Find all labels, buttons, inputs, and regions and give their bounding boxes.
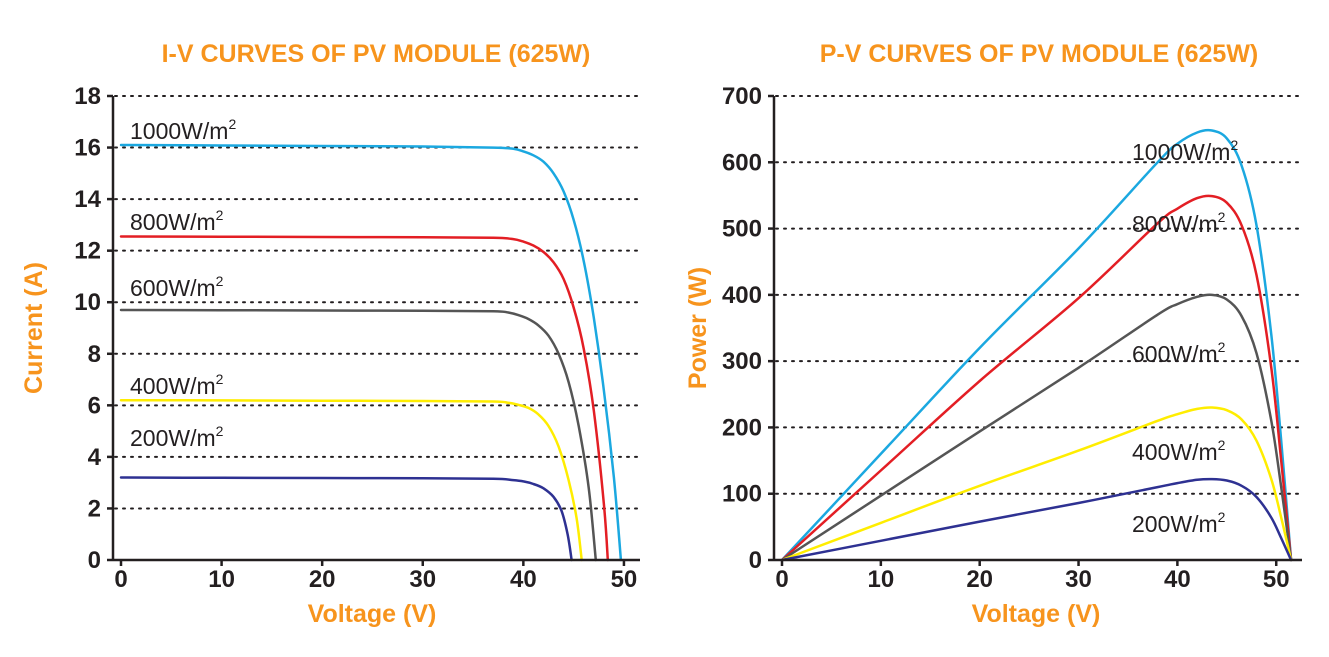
pv-series-label-3: 400W/m2 bbox=[1132, 437, 1226, 465]
iv-series-line-2 bbox=[119, 308, 598, 562]
iv-y-tick-label: 16 bbox=[74, 135, 101, 162]
pv-series-label-0: 1000W/m2 bbox=[1132, 137, 1238, 165]
pv-y-tick-label: 100 bbox=[722, 481, 762, 508]
iv-axes bbox=[111, 96, 640, 562]
iv-curves bbox=[119, 143, 623, 562]
pv-y-tick-label: 300 bbox=[722, 348, 762, 375]
pv-series-label-2: 600W/m2 bbox=[1132, 339, 1226, 367]
iv-y-tick-label: 4 bbox=[88, 444, 102, 471]
iv-y-tick-label: 18 bbox=[74, 83, 101, 110]
pv-y-tick-label: 600 bbox=[722, 149, 762, 176]
iv-y-tick-label: 8 bbox=[88, 341, 101, 368]
iv-series-line-3 bbox=[119, 398, 583, 562]
iv-ticks: 0 2 4 6 8 10 12 14 16 18 0 10 20 30 40 50 bbox=[74, 83, 637, 593]
iv-x-axis-label: Voltage (V) bbox=[308, 600, 437, 628]
iv-series-label-2: 600W/m2 bbox=[130, 273, 224, 301]
pv-x-tick-label: 20 bbox=[966, 566, 993, 593]
iv-series-label-4: 200W/m2 bbox=[130, 423, 224, 451]
pv-x-tick-label: 50 bbox=[1263, 566, 1290, 593]
pv-grid bbox=[775, 95, 1303, 495]
pv-y-tick-label: 200 bbox=[722, 414, 762, 441]
pv-chart: P-V CURVES OF PV MODULE (625W) Power (W)… bbox=[684, 40, 1303, 628]
pv-y-tick-label: 400 bbox=[722, 282, 762, 309]
iv-x-tick-label: 40 bbox=[510, 566, 537, 593]
iv-x-tick-label: 0 bbox=[114, 566, 127, 593]
iv-x-tick-label: 50 bbox=[611, 566, 638, 593]
pv-y-tick-label: 500 bbox=[722, 216, 762, 243]
pv-series-labels: 1000W/m2 800W/m2 600W/m2 400W/m2 200W/m2 bbox=[1132, 137, 1238, 537]
pv-series-label-4: 200W/m2 bbox=[1132, 509, 1226, 537]
iv-y-tick-label: 6 bbox=[88, 392, 101, 419]
iv-x-tick-label: 30 bbox=[409, 566, 436, 593]
iv-x-tick-label: 20 bbox=[309, 566, 336, 593]
iv-x-tick-label: 10 bbox=[208, 566, 235, 593]
iv-y-tick-label: 12 bbox=[74, 238, 101, 265]
iv-series-label-0: 1000W/m2 bbox=[130, 116, 236, 144]
pv-x-tick-label: 40 bbox=[1164, 566, 1191, 593]
pv-series-line-1 bbox=[780, 194, 1293, 562]
iv-series-line-4 bbox=[119, 476, 573, 562]
pv-series-line-3 bbox=[780, 406, 1293, 562]
iv-grid bbox=[114, 95, 641, 510]
pv-y-tick-label: 700 bbox=[722, 83, 762, 110]
iv-y-tick-label: 14 bbox=[74, 186, 101, 213]
iv-series-labels: 1000W/m2 800W/m2 600W/m2 400W/m2 200W/m2 bbox=[130, 116, 236, 451]
pv-x-tick-label: 30 bbox=[1065, 566, 1092, 593]
iv-series-label-1: 800W/m2 bbox=[130, 207, 224, 235]
pv-x-tick-label: 0 bbox=[775, 566, 788, 593]
pv-axes bbox=[772, 96, 1302, 562]
pv-x-axis-label: Voltage (V) bbox=[972, 600, 1101, 628]
pv-series-line-2 bbox=[780, 293, 1293, 562]
pv-series-label-1: 800W/m2 bbox=[1132, 209, 1226, 237]
pv-series-line-4 bbox=[780, 477, 1293, 562]
iv-y-axis-label: Current (A) bbox=[20, 262, 48, 394]
iv-chart-title: I-V CURVES OF PV MODULE (625W) bbox=[162, 40, 591, 68]
iv-chart: I-V CURVES OF PV MODULE (625W) Current (… bbox=[20, 40, 641, 628]
iv-y-tick-label: 10 bbox=[74, 289, 101, 316]
pv-y-axis-label: Power (W) bbox=[684, 267, 712, 389]
pv-chart-title: P-V CURVES OF PV MODULE (625W) bbox=[820, 40, 1259, 68]
pv-series-line-0 bbox=[780, 128, 1293, 562]
iv-y-tick-label: 2 bbox=[88, 495, 101, 522]
iv-series-label-3: 400W/m2 bbox=[130, 371, 224, 399]
iv-series-line-0 bbox=[119, 143, 623, 562]
iv-series-line-1 bbox=[119, 235, 610, 562]
pv-x-tick-label: 10 bbox=[867, 566, 894, 593]
iv-y-tick-label: 0 bbox=[88, 547, 101, 574]
pv-ticks: 0 100 200 300 400 500 600 700 0 10 20 30 40 50 bbox=[722, 83, 1290, 593]
pv-curves bbox=[780, 128, 1293, 562]
pv-y-tick-label: 0 bbox=[749, 547, 762, 574]
